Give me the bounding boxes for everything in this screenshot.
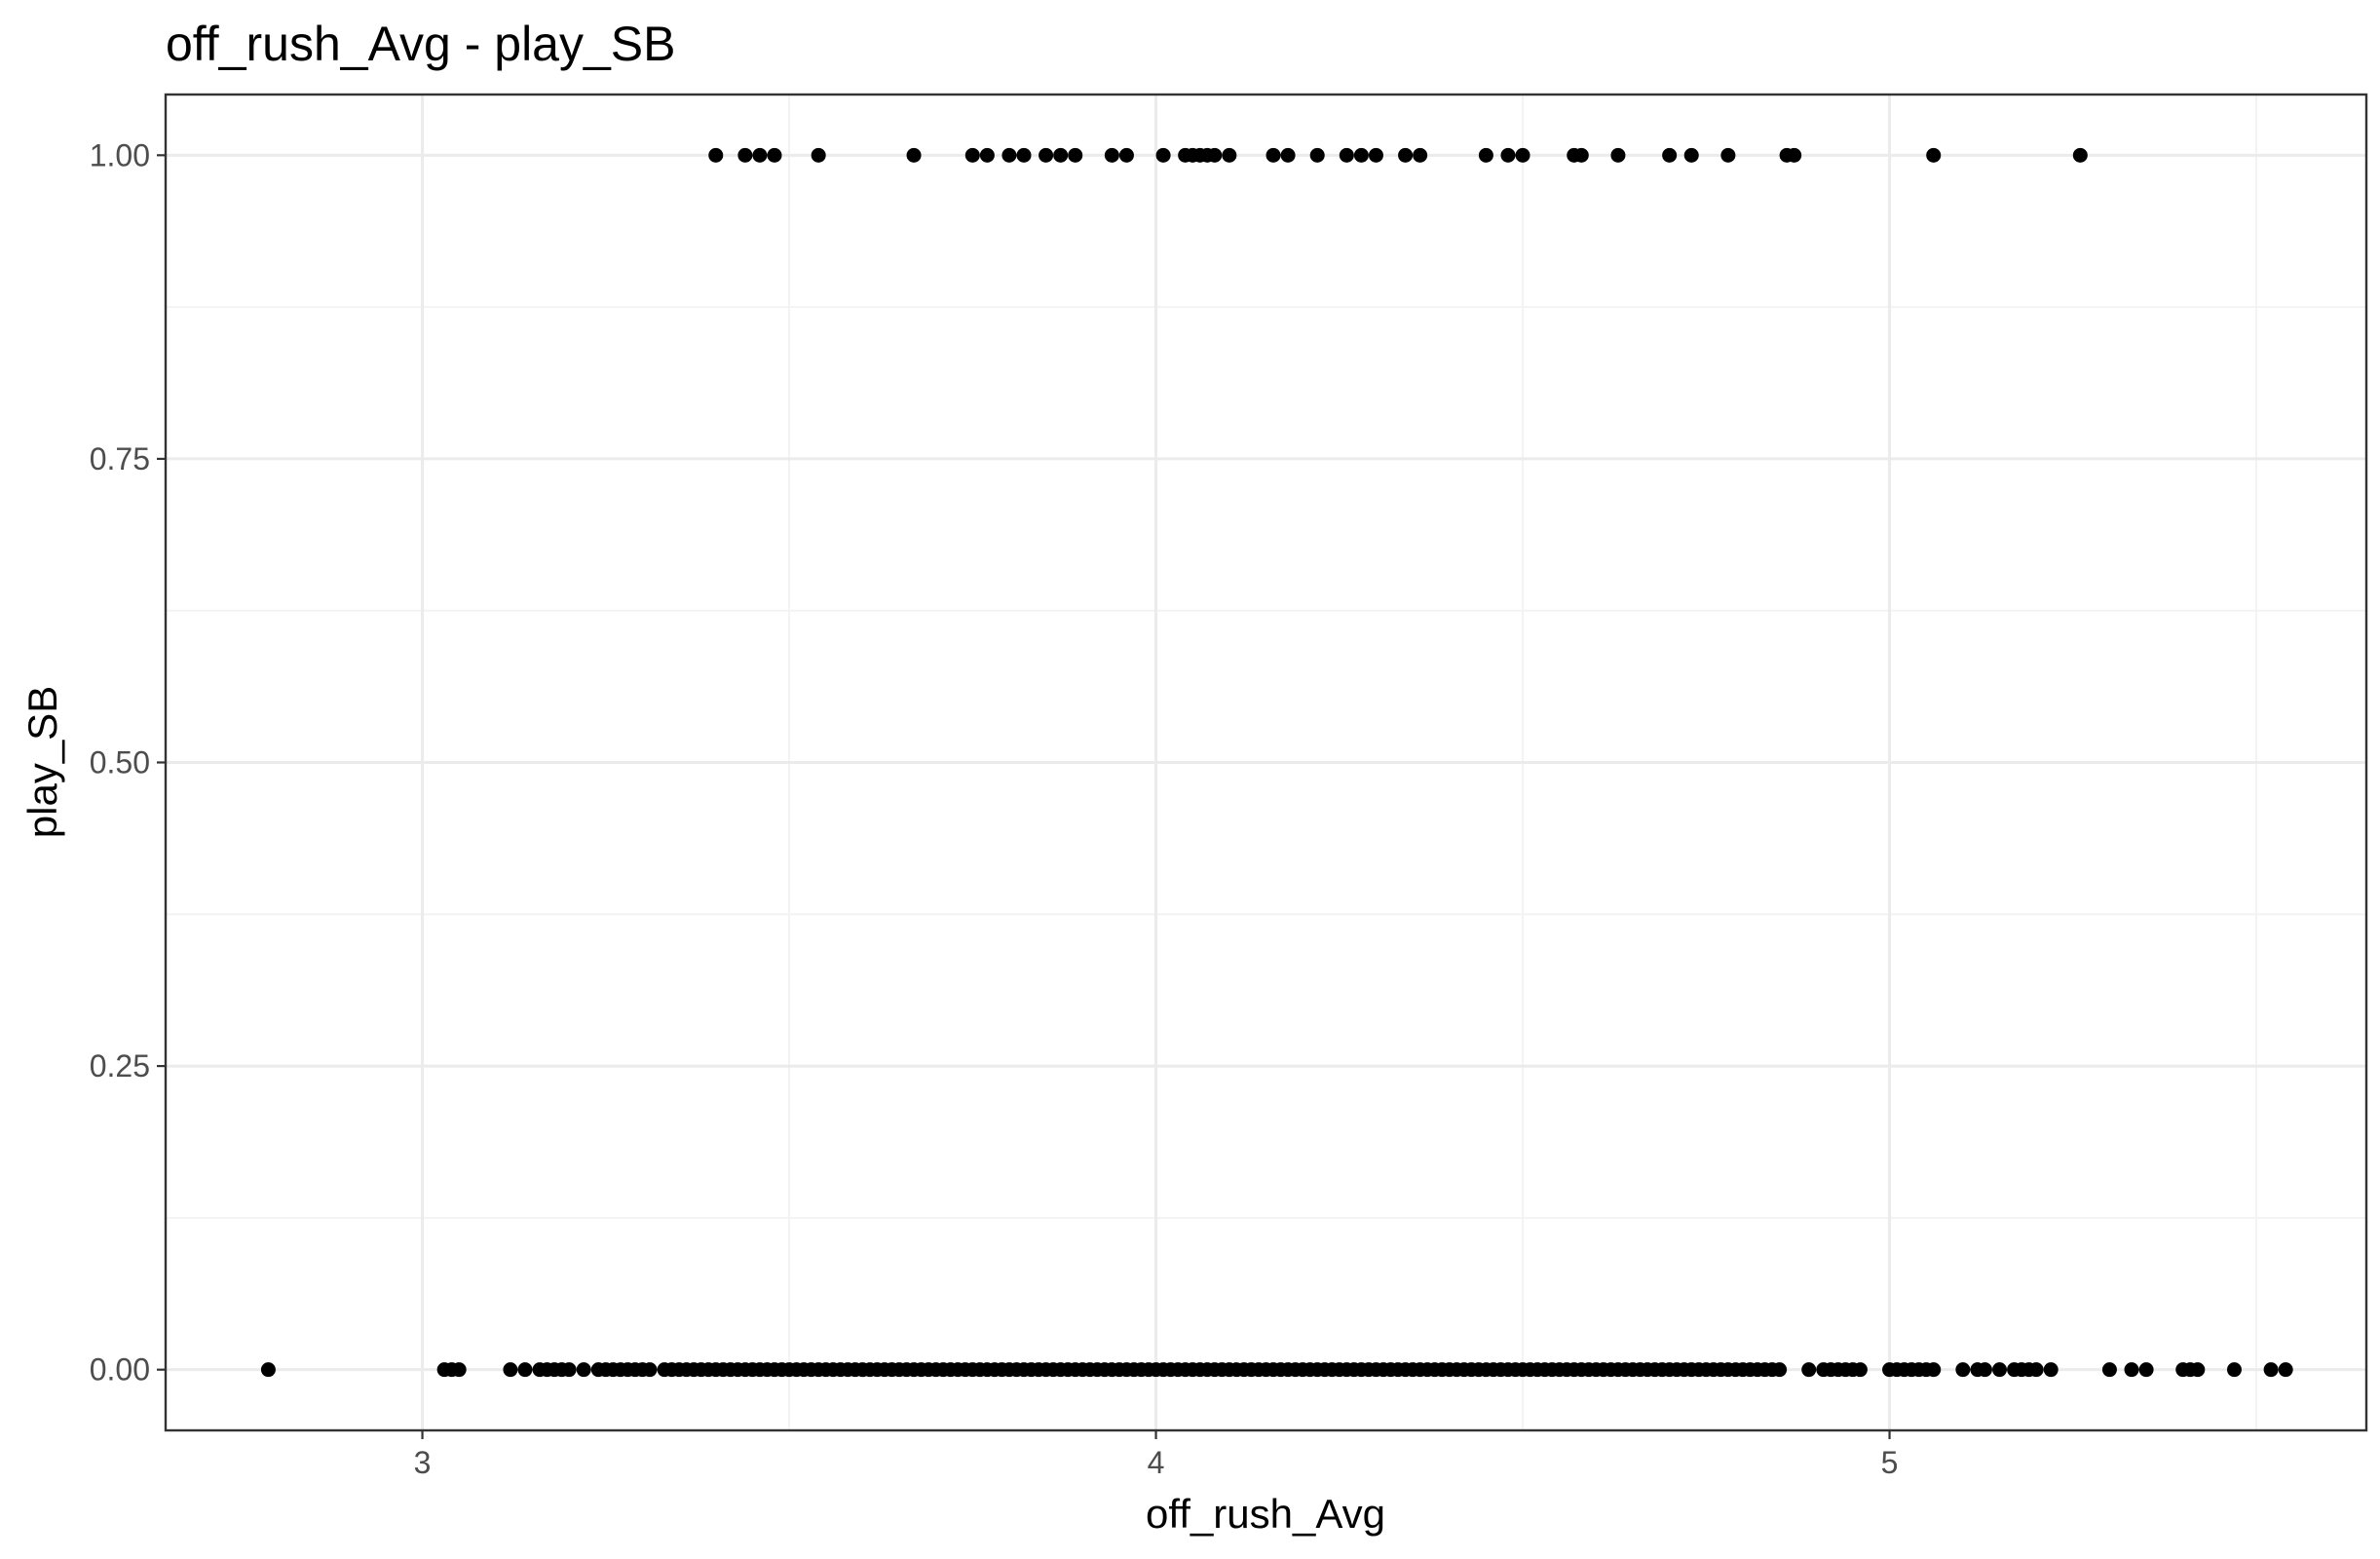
data-point — [1155, 147, 1171, 163]
data-point — [2138, 1362, 2154, 1378]
data-point — [642, 1362, 658, 1378]
data-point — [2043, 1362, 2059, 1378]
data-point — [1266, 147, 1281, 163]
data-point — [1801, 1362, 1817, 1378]
data-point — [811, 147, 826, 163]
data-point — [517, 1362, 533, 1378]
data-point — [1926, 1362, 1942, 1378]
data-point — [1016, 147, 1032, 163]
chart-title: off_rush_Avg - play_SB — [166, 17, 676, 71]
data-point — [1515, 147, 1530, 163]
data-point — [503, 1362, 518, 1378]
data-point — [1787, 147, 1802, 163]
data-point — [1039, 147, 1054, 163]
data-point — [1926, 147, 1942, 163]
data-point — [2263, 1362, 2279, 1378]
data-point — [979, 147, 995, 163]
x-tick-label: 4 — [1148, 1445, 1165, 1480]
data-point — [767, 147, 782, 163]
data-point — [708, 147, 724, 163]
data-point — [2226, 1362, 2242, 1378]
data-point — [1992, 1362, 2007, 1378]
grid-lines — [166, 95, 2366, 1430]
data-point — [1398, 147, 1414, 163]
data-point — [2072, 147, 2088, 163]
data-point — [576, 1362, 591, 1378]
data-point — [1852, 1362, 1868, 1378]
data-points — [260, 147, 2293, 1378]
data-point — [1977, 1362, 1992, 1378]
data-point — [1772, 1362, 1788, 1378]
data-point — [1573, 147, 1589, 163]
data-point — [2028, 1362, 2044, 1378]
data-point — [964, 147, 980, 163]
data-point — [2124, 1362, 2139, 1378]
data-point — [752, 147, 768, 163]
data-point — [1500, 147, 1516, 163]
data-point — [1683, 147, 1699, 163]
data-point — [1339, 147, 1354, 163]
data-point — [2278, 1362, 2293, 1378]
data-point — [1207, 147, 1223, 163]
data-point — [1353, 147, 1369, 163]
data-point — [1001, 147, 1017, 163]
data-point — [1720, 147, 1736, 163]
data-point — [1118, 147, 1134, 163]
y-tick-label: 0.50 — [90, 745, 150, 780]
y-tick-label: 0.75 — [90, 441, 150, 476]
data-point — [1413, 147, 1428, 163]
data-point — [1280, 147, 1296, 163]
data-point — [1104, 147, 1119, 163]
data-point — [1309, 147, 1325, 163]
data-point — [1053, 147, 1069, 163]
axis-ticks: 3 4 5 0.00 0.25 0.50 0.75 1.00 — [90, 137, 1899, 1480]
data-point — [1955, 1362, 1971, 1378]
x-axis-title: off_rush_Avg — [1146, 1491, 1385, 1537]
x-tick-label: 3 — [414, 1445, 432, 1480]
y-axis-title: play_SB — [19, 686, 65, 838]
data-point — [1478, 147, 1493, 163]
data-point — [561, 1362, 577, 1378]
x-tick-label: 5 — [1881, 1445, 1899, 1480]
data-point — [1610, 147, 1626, 163]
data-point — [2190, 1362, 2206, 1378]
data-point — [1068, 147, 1083, 163]
data-point — [1368, 147, 1383, 163]
data-point — [737, 147, 753, 163]
y-tick-label: 1.00 — [90, 137, 150, 172]
data-point — [451, 1362, 467, 1378]
data-point — [906, 147, 922, 163]
y-tick-label: 0.00 — [90, 1352, 150, 1388]
y-tick-label: 0.25 — [90, 1048, 150, 1084]
data-point — [2101, 1362, 2117, 1378]
data-point — [1222, 147, 1237, 163]
data-point — [1662, 147, 1678, 163]
data-point — [260, 1362, 276, 1378]
